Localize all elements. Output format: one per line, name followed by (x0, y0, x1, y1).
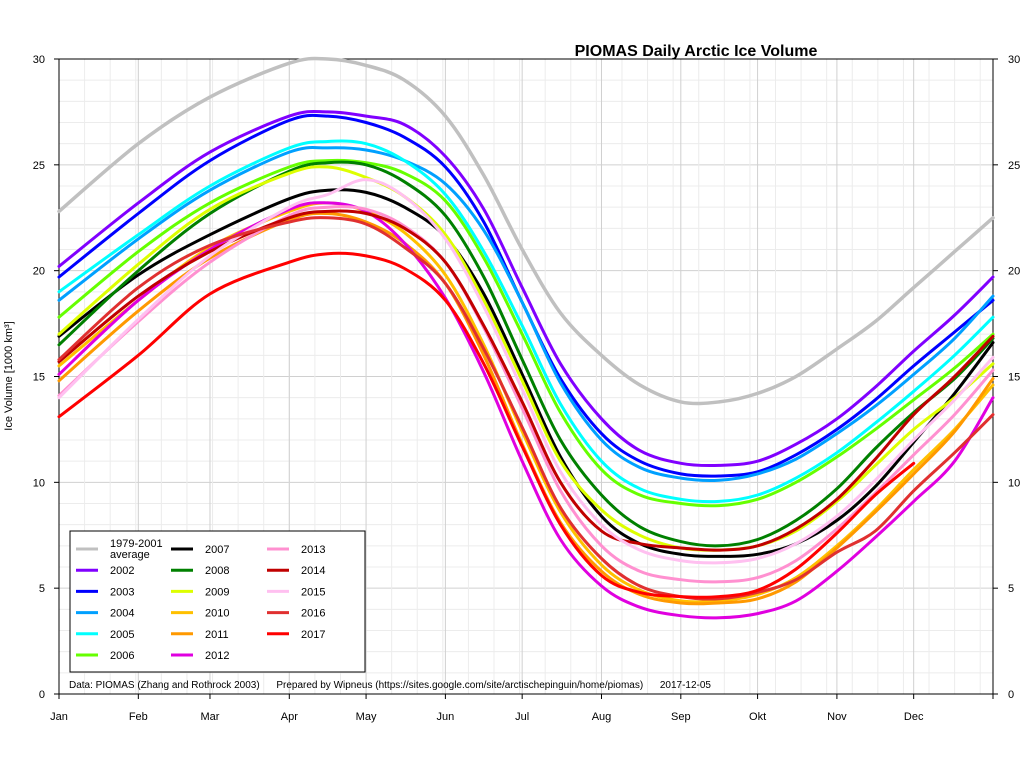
legend-label: 2017 (301, 629, 325, 641)
y-tick-label-right: 25 (1008, 160, 1020, 172)
legend-label: 2007 (205, 544, 229, 556)
y-tick-label: 25 (33, 160, 45, 172)
y-axis-label: Ice Volume [1000 km³] (3, 321, 15, 430)
series-line-2007 (57, 188, 995, 558)
series-line-2014 (57, 209, 995, 552)
legend-label: 2008 (205, 565, 229, 577)
legend-label: 2002 (110, 565, 134, 577)
y-tick-label-right: 5 (1008, 583, 1014, 595)
x-tick-label: Jul (515, 711, 529, 723)
chart-title: PIOMAS Daily Arctic Ice Volume (575, 43, 818, 60)
x-tick-label: Dec (904, 711, 924, 723)
legend-label: average (110, 549, 150, 561)
series-line-2004 (57, 146, 995, 482)
x-axis: Jan Feb Mar Apr May Jun Jul Aug Sep Okt Nov Dec (50, 694, 994, 723)
x-tick-label: May (356, 711, 377, 723)
legend-label: 2013 (301, 544, 325, 556)
legend-label: 2005 (110, 629, 134, 641)
series-line-2013 (57, 205, 995, 584)
series-line-2003 (57, 113, 995, 478)
legend-label: 2011 (205, 629, 229, 641)
legend-label: 1979-2001 (110, 538, 163, 550)
x-tick-label: Mar (200, 711, 219, 723)
y-tick-label-right: 15 (1008, 372, 1020, 384)
legend-label: 2009 (205, 586, 229, 598)
series-line-1979-2001 (57, 56, 995, 406)
legend-label: 2015 (301, 586, 325, 598)
series-lines (57, 56, 995, 620)
y-axis: 0 5 10 15 20 25 30 (33, 54, 59, 701)
y-tick-label: 10 (33, 477, 45, 489)
y-tick-label: 5 (39, 583, 45, 595)
y-tick-label: 30 (33, 54, 45, 66)
data-credit: Data: PIOMAS (Zhang and Rothrock 2003) P… (69, 680, 711, 691)
legend-label: 2006 (110, 650, 134, 662)
legend-label: 2003 (110, 586, 134, 598)
x-tick-label: Aug (592, 711, 612, 723)
x-tick-label: Sep (671, 711, 691, 723)
series-line-2012 (57, 201, 995, 620)
series-line-2017 (57, 251, 916, 599)
x-tick-label: Jan (50, 711, 68, 723)
x-tick-label: Jun (437, 711, 455, 723)
series-line-2005 (57, 139, 995, 504)
series-line-2006 (57, 158, 995, 508)
x-tick-label: Apr (281, 711, 298, 723)
legend-label: 2014 (301, 565, 325, 577)
y-axis-right: 0 5 10 15 20 25 30 (993, 54, 1020, 701)
series-line-2016 (57, 216, 995, 601)
y-tick-label-right: 20 (1008, 266, 1020, 278)
legend-label: 2010 (205, 608, 229, 620)
y-tick-label: 15 (33, 372, 45, 384)
legend-box (69, 530, 366, 673)
y-tick-label-right: 10 (1008, 477, 1020, 489)
series-line-2015 (57, 178, 995, 565)
x-tick-label: Nov (827, 711, 847, 723)
y-tick-label-right: 30 (1008, 54, 1020, 66)
y-tick-label: 20 (33, 266, 45, 278)
legend-label: 2016 (301, 608, 325, 620)
x-tick-label: Feb (129, 711, 148, 723)
y-tick-label: 0 (39, 689, 45, 701)
series-line-2008 (57, 160, 995, 548)
y-tick-label-right: 0 (1008, 689, 1014, 701)
x-tick-label: Okt (749, 711, 766, 723)
legend-label: 2012 (205, 650, 229, 662)
series-line-2009 (57, 165, 995, 552)
series-line-2002 (57, 109, 995, 468)
legend-label: 2004 (110, 608, 134, 620)
